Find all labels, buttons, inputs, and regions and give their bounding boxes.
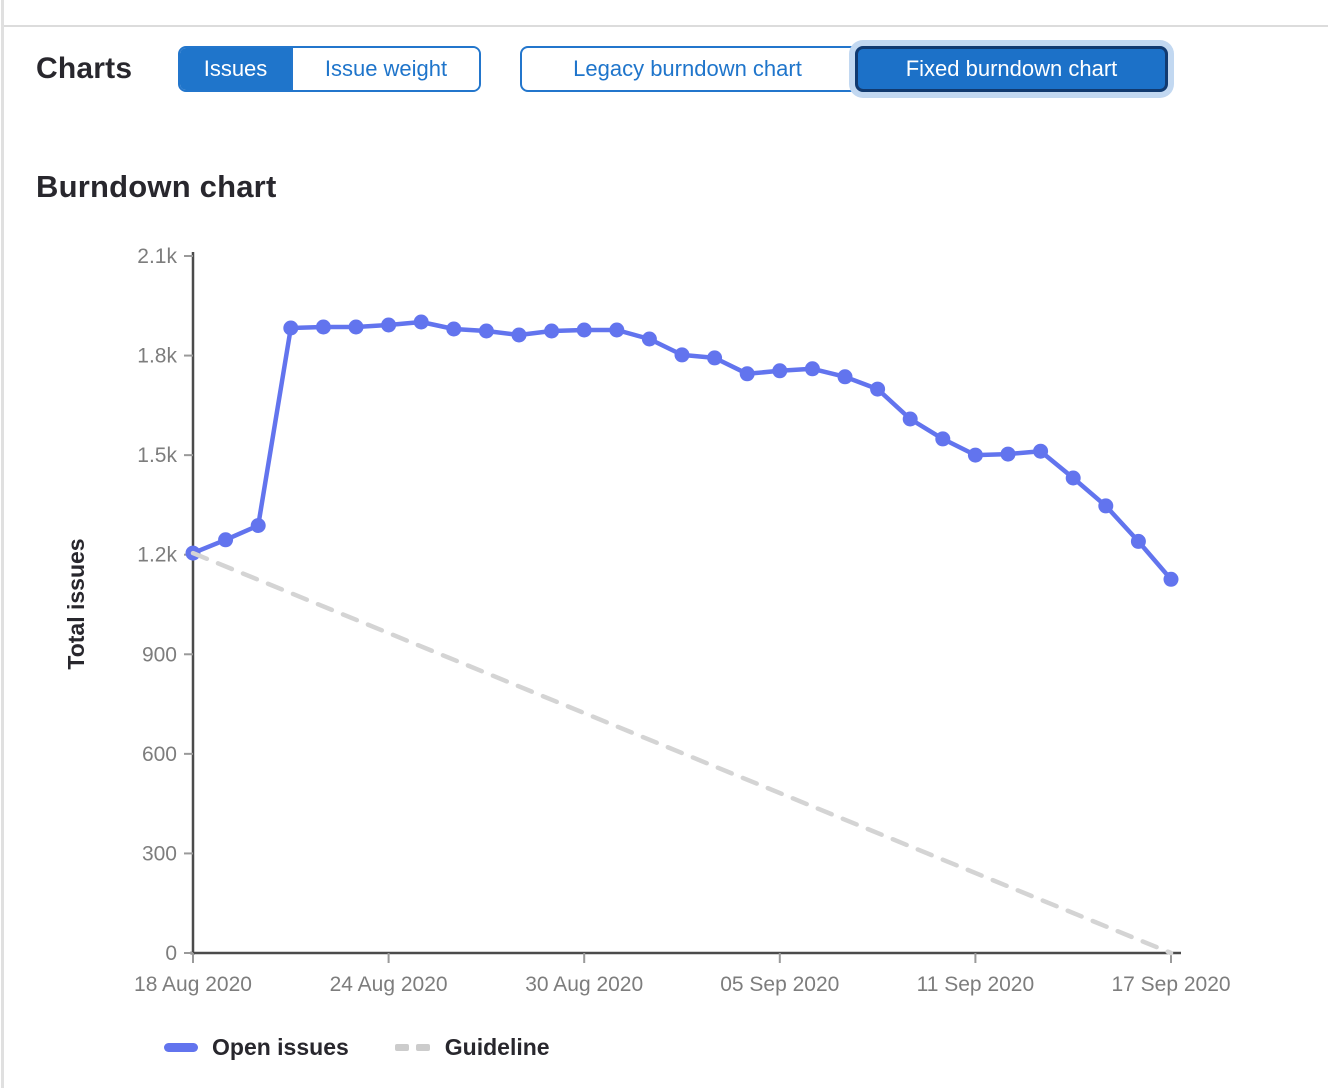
data-point[interactable] (1000, 446, 1016, 462)
charts-label: Charts (36, 52, 133, 85)
metric-toggle-group: Issues Issue weight (178, 46, 481, 92)
data-point[interactable] (707, 350, 723, 366)
legend-label-open-issues: Open issues (212, 1034, 349, 1060)
data-point[interactable] (902, 411, 918, 427)
legend-item-guideline: Guideline (394, 1034, 550, 1061)
data-point[interactable] (283, 320, 299, 336)
data-point[interactable] (544, 323, 560, 339)
data-point[interactable] (674, 347, 690, 363)
burndown-chart[interactable]: Total issues 2.1k 1.8k 1.5k 1.2k 900 600 300 0 1… (0, 238, 1270, 1038)
x-tick-label: 17 Sep 2020 (1111, 973, 1230, 996)
data-point[interactable] (348, 319, 364, 335)
y-tick-label: 1.2k (137, 544, 177, 567)
data-point[interactable] (1163, 571, 1179, 587)
left-edge-divider (1, 0, 4, 1088)
data-point[interactable] (1130, 533, 1146, 549)
data-point[interactable] (837, 369, 853, 385)
fixed-burndown-chart-button[interactable]: Fixed burndown chart (855, 46, 1168, 92)
top-divider (4, 25, 1328, 27)
data-point[interactable] (576, 322, 592, 338)
data-point[interactable] (967, 447, 983, 463)
chart-legend: Open issues Guideline (164, 1034, 550, 1061)
data-point[interactable] (478, 323, 494, 339)
issue-weight-toggle-button[interactable]: Issue weight (291, 48, 479, 90)
x-tick-label: 30 Aug 2020 (525, 973, 643, 996)
issues-toggle-button[interactable]: Issues (180, 48, 291, 90)
y-tick-label: 900 (142, 643, 177, 666)
data-point[interactable] (1098, 498, 1114, 514)
data-point[interactable] (250, 518, 266, 533)
data-point[interactable] (772, 363, 788, 379)
data-point[interactable] (804, 361, 820, 377)
data-point[interactable] (935, 431, 951, 447)
data-point[interactable] (511, 327, 527, 343)
legend-item-open-issues: Open issues (164, 1034, 349, 1061)
open-issues-swatch (164, 1043, 198, 1052)
y-tick-label: 300 (142, 842, 177, 865)
y-tick-label: 0 (165, 942, 177, 965)
data-point[interactable] (641, 331, 657, 347)
y-tick-label: 600 (142, 743, 177, 766)
y-tick-label: 2.1k (137, 245, 177, 268)
data-point[interactable] (315, 319, 331, 335)
data-point[interactable] (1033, 443, 1049, 459)
page-title: Burndown chart (36, 169, 277, 204)
guideline-swatch (394, 1044, 430, 1051)
data-point[interactable] (870, 381, 886, 397)
chart-view-toggle-group: Legacy burndown chart Fixed burndown cha… (520, 46, 1168, 92)
guideline-line (190, 550, 1174, 956)
data-point[interactable] (381, 317, 397, 333)
x-tick-label: 24 Aug 2020 (330, 973, 448, 996)
y-tick-label: 1.8k (137, 345, 177, 368)
legacy-burndown-chart-button[interactable]: Legacy burndown chart (520, 46, 855, 92)
y-axis-title: Total issues (63, 538, 89, 669)
y-tick-label: 1.5k (137, 444, 177, 467)
x-tick-label: 18 Aug 2020 (134, 973, 252, 996)
data-point[interactable] (413, 314, 429, 330)
data-point[interactable] (609, 322, 625, 338)
x-tick-label: 11 Sep 2020 (917, 973, 1035, 996)
x-tick-label: 05 Sep 2020 (720, 973, 839, 996)
data-point[interactable] (1065, 470, 1081, 486)
data-point[interactable] (218, 532, 234, 548)
data-point[interactable] (446, 321, 462, 337)
data-point[interactable] (739, 366, 755, 382)
legend-label-guideline: Guideline (444, 1034, 550, 1060)
